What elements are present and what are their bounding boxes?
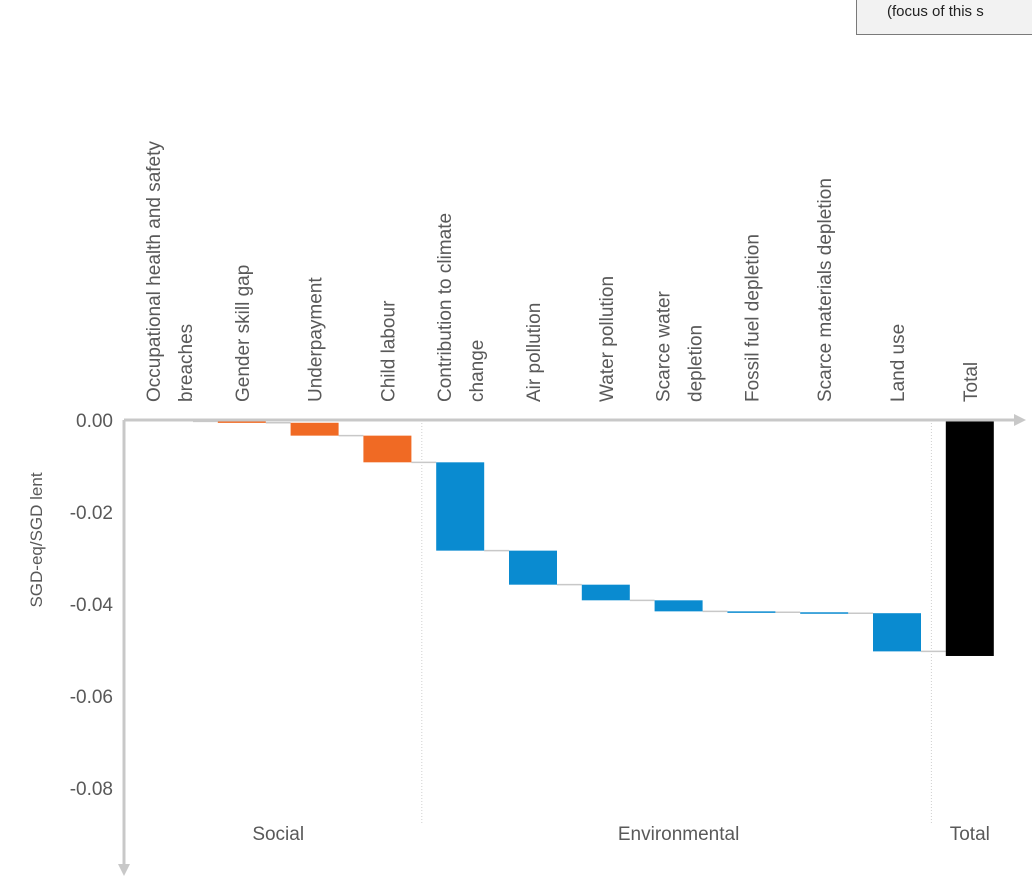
y-axis-arrow	[118, 864, 130, 876]
y-tick-label: -0.04	[70, 595, 114, 616]
group-label: Social	[252, 824, 304, 845]
category-label: Land use	[888, 324, 909, 402]
bar	[509, 550, 557, 585]
y-tick-label: 0.00	[76, 411, 113, 432]
category-label: depletion	[686, 325, 707, 402]
bar	[581, 584, 630, 601]
bar	[800, 612, 849, 614]
x-axis-arrow	[1014, 414, 1026, 426]
category-label: change	[467, 340, 488, 402]
category-label: breaches	[176, 324, 197, 402]
category-label: Child labour	[378, 300, 399, 402]
y-tick-label: -0.08	[70, 779, 113, 800]
category-label: Total	[961, 362, 982, 402]
category-label: Fossil fuel depletion	[742, 234, 763, 402]
focus-note-box: (focus of this s	[856, 0, 1032, 35]
category-label: Air pollution	[524, 303, 545, 402]
bar	[654, 600, 703, 612]
y-axis-label: SGD-eq/SGD lent	[27, 472, 46, 607]
category-label: Scarce materials depletion	[815, 178, 836, 402]
category-label: Gender skill gap	[233, 265, 254, 402]
bar	[363, 435, 412, 463]
category-label: Water pollution	[597, 276, 618, 402]
y-tick-label: -0.02	[70, 503, 113, 524]
group-label: Environmental	[618, 824, 739, 845]
y-tick-label: -0.06	[70, 687, 113, 708]
bar	[873, 613, 921, 652]
category-label: Occupational health and safety	[144, 141, 165, 402]
category-label: Scarce water	[654, 290, 675, 402]
bar	[436, 462, 485, 551]
group-label: Total	[950, 824, 990, 845]
category-label: Contribution to climate	[435, 213, 456, 402]
bar	[945, 420, 994, 656]
bar	[217, 421, 266, 423]
bar	[727, 611, 776, 613]
category-label: Underpayment	[306, 277, 327, 402]
focus-note-text: (focus of this s	[887, 3, 984, 20]
bar	[290, 422, 339, 436]
